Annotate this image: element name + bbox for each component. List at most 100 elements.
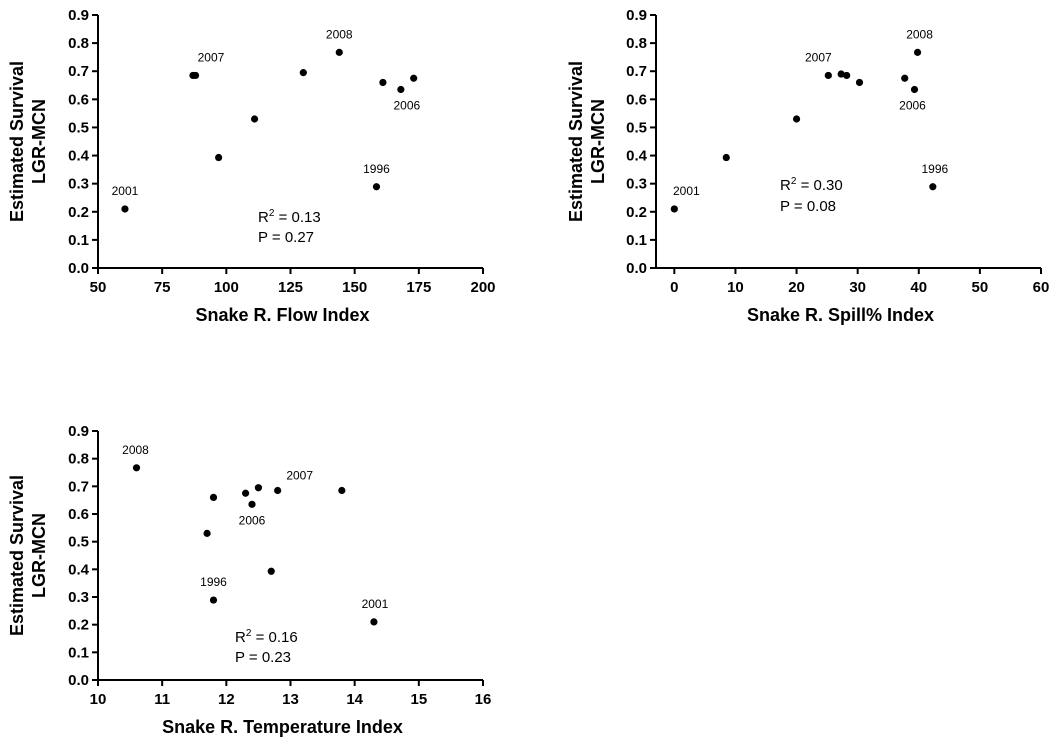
x-tick-label: 175: [406, 279, 431, 296]
data-point: [248, 500, 256, 508]
data-point: [910, 85, 919, 94]
data-point: [209, 493, 218, 501]
data-point: [913, 48, 922, 56]
y-tick-label: 0.4: [68, 561, 90, 578]
data-point: [722, 153, 730, 162]
point-year-label: 2007: [286, 468, 313, 482]
y-tick-label: 0.3: [626, 176, 647, 193]
r-squared-letter: R: [258, 209, 269, 226]
data-point: [299, 69, 307, 77]
y-tick-label: 0.0: [68, 260, 89, 277]
y-tick-label: 0.0: [626, 260, 647, 277]
flow-index-chart: 0.0 0.1 0.2 0.3 0.4 0.5 0.6 0.7 0.8 0.9 50 75 100 125…: [7, 7, 496, 325]
data-point: [372, 183, 381, 191]
y-axis-title-line: Estimated Survival: [7, 61, 27, 222]
p-value-stat: P = 0.23: [235, 649, 291, 666]
r-squared-value: = 0.16: [251, 629, 297, 646]
x-tick-label: 60: [1033, 279, 1050, 296]
y-tick-label: 0.8: [68, 35, 89, 52]
point-year-label: 2006: [899, 98, 926, 112]
x-tick-label: 11: [154, 691, 170, 708]
data-point: [274, 486, 282, 495]
data-point: [254, 484, 263, 492]
r-squared-stat: R2 = 0.13: [258, 208, 321, 226]
x-axis-title: Snake R. Spill% Index: [747, 305, 934, 325]
data-point: [929, 183, 937, 191]
point-year-label: 2001: [362, 597, 389, 611]
y-tick-label: 0.5: [68, 119, 89, 136]
x-tick-label: 50: [972, 279, 989, 296]
data-point: [241, 489, 250, 497]
y-tick-label: 0.7: [626, 63, 647, 80]
point-year-label: 2001: [112, 184, 139, 198]
r-squared-stat: R2 = 0.30: [780, 176, 843, 194]
data-point: [215, 153, 223, 162]
point-year-label: 2008: [906, 27, 933, 41]
data-point: [901, 74, 909, 82]
r-squared-superscript: 2: [791, 176, 797, 187]
y-tick-label: 0.1: [626, 232, 647, 249]
y-tick-label: 0.1: [68, 232, 89, 249]
data-point: [379, 78, 387, 87]
point-year-label: 2006: [394, 98, 421, 112]
p-value-stat: P = 0.08: [780, 198, 836, 215]
point-year-label: 2006: [239, 513, 266, 527]
y-tick-label: 0.5: [68, 534, 89, 551]
point-year-label: 1996: [363, 162, 390, 176]
y-tick-label: 0.3: [68, 176, 89, 193]
y-tick-label: 0.5: [626, 119, 647, 136]
y-tick-label: 0.2: [68, 204, 89, 221]
r-squared-value: = 0.30: [796, 177, 842, 194]
x-tick-label: 150: [342, 279, 367, 296]
data-point: [410, 74, 418, 82]
y-tick-label: 0.3: [68, 589, 89, 606]
point-year-label: 1996: [200, 575, 227, 589]
y-tick-label: 0.4: [626, 148, 648, 165]
r-squared-letter: R: [780, 177, 791, 194]
x-tick-label: 75: [154, 279, 171, 296]
y-tick-label: 0.7: [68, 63, 89, 80]
point-year-label: 2007: [805, 50, 832, 64]
x-tick-label: 125: [278, 279, 303, 296]
y-tick-label: 0.0: [68, 672, 89, 689]
y-axis-title-line: LGR-MCN: [29, 99, 49, 184]
data-point: [670, 205, 678, 213]
y-axis-title-line: Estimated Survival: [566, 61, 586, 222]
point-year-label: 2008: [326, 27, 353, 41]
p-value-stat: P = 0.27: [258, 229, 314, 246]
data-point: [267, 567, 275, 575]
data-point: [792, 115, 801, 123]
r-squared-superscript: 2: [246, 628, 252, 639]
x-tick-label: 13: [282, 691, 299, 708]
point-year-label: 2008: [122, 443, 149, 457]
data-point: [843, 71, 851, 80]
y-tick-label: 0.6: [68, 91, 89, 108]
x-tick-label: 200: [470, 279, 495, 296]
r-squared-value: = 0.13: [274, 209, 320, 226]
y-tick-label: 0.2: [626, 204, 647, 221]
y-tick-label: 0.9: [68, 423, 89, 440]
y-tick-label: 0.1: [68, 644, 89, 661]
data-point: [397, 85, 405, 94]
y-tick-label: 0.9: [68, 7, 89, 24]
point-year-label: 2001: [673, 184, 700, 198]
x-tick-label: 14: [346, 691, 363, 708]
x-tick-label: 15: [410, 691, 427, 708]
y-axis-title-line: LGR-MCN: [588, 99, 608, 184]
spill-index-chart: 0.0 0.1 0.2 0.3 0.4 0.5 0.6 0.7 0.8 0.9 0 10 20 30 40 5…: [566, 7, 1050, 325]
x-tick-label: 16: [475, 691, 492, 708]
data-point: [338, 486, 346, 495]
r-squared-letter: R: [235, 629, 246, 646]
data-point: [370, 618, 378, 626]
data-point: [335, 48, 343, 56]
x-tick-label: 12: [218, 691, 235, 708]
x-tick-label: 20: [788, 279, 805, 296]
x-tick-label: 10: [727, 279, 744, 296]
y-axis-title-line: LGR-MCN: [29, 513, 49, 598]
data-point: [121, 205, 129, 213]
data-point: [132, 464, 141, 472]
data-point: [855, 78, 864, 87]
point-year-label: 2007: [198, 50, 225, 64]
y-axis-title-line: Estimated Survival: [7, 475, 27, 636]
